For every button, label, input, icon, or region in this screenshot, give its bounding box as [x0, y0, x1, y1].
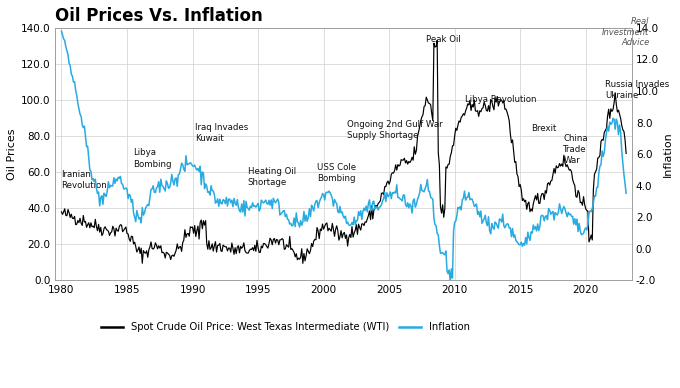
Text: USS Cole
Bombing: USS Cole Bombing [317, 163, 356, 183]
Y-axis label: Oil Prices: Oil Prices [7, 128, 17, 180]
Text: Libya Revolution: Libya Revolution [465, 95, 537, 104]
Text: Heating Oil
Shortage: Heating Oil Shortage [248, 166, 296, 187]
Text: Libya
Bombing: Libya Bombing [133, 149, 172, 168]
Text: China
Trade
War: China Trade War [564, 134, 588, 165]
Text: Peak Oil: Peak Oil [426, 35, 460, 44]
Text: Real
Investment
Advice: Real Investment Advice [602, 17, 649, 47]
Text: Iraq Invades
Kuwait: Iraq Invades Kuwait [195, 123, 248, 143]
Y-axis label: Inflation: Inflation [663, 131, 673, 177]
Legend: Spot Crude Oil Price: West Texas Intermediate (WTI), Inflation: Spot Crude Oil Price: West Texas Interme… [97, 318, 474, 336]
Text: Oil Prices Vs. Inflation: Oil Prices Vs. Inflation [55, 7, 262, 25]
Text: Iranian
Revolution: Iranian Revolution [61, 170, 107, 190]
Text: Brexit: Brexit [530, 123, 556, 133]
Text: Ongoing 2nd Gulf War
Supply Shortage: Ongoing 2nd Gulf War Supply Shortage [347, 120, 443, 140]
Text: Russia Invades
Ukraine: Russia Invades Ukraine [605, 80, 670, 100]
